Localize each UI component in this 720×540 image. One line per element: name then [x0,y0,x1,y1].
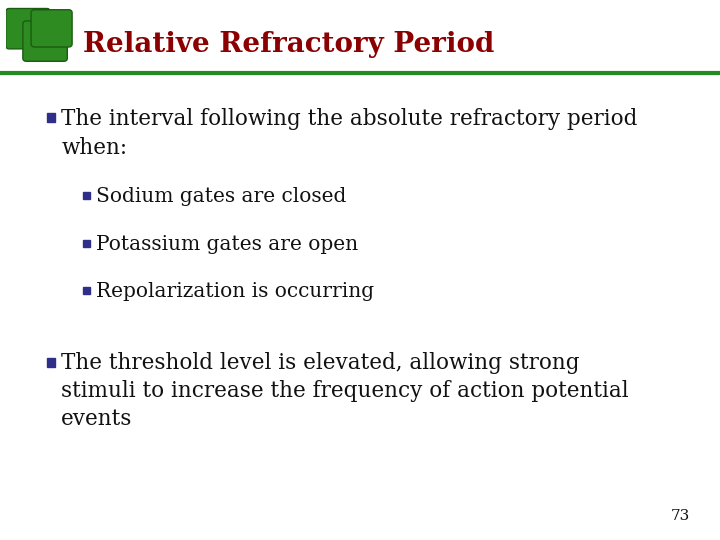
Bar [47,358,55,367]
Text: stimuli to increase the frequency of action potential: stimuli to increase the frequency of act… [61,380,629,402]
Text: The interval following the absolute refractory period: The interval following the absolute refr… [61,108,638,130]
Text: Potassium gates are open: Potassium gates are open [96,234,358,254]
Bar [83,240,90,247]
Text: The threshold level is elevated, allowing strong: The threshold level is elevated, allowin… [61,353,580,374]
FancyBboxPatch shape [31,10,72,47]
Text: Sodium gates are closed: Sodium gates are closed [96,187,346,206]
Bar [47,113,55,122]
FancyBboxPatch shape [23,21,68,62]
Text: 73: 73 [671,509,690,523]
FancyBboxPatch shape [6,9,50,49]
Text: Relative Refractory Period: Relative Refractory Period [83,31,494,58]
Text: when:: when: [61,137,127,159]
Text: Repolarization is occurring: Repolarization is occurring [96,282,374,301]
Text: events: events [61,408,132,430]
Bar [83,192,90,199]
Bar [83,287,90,294]
